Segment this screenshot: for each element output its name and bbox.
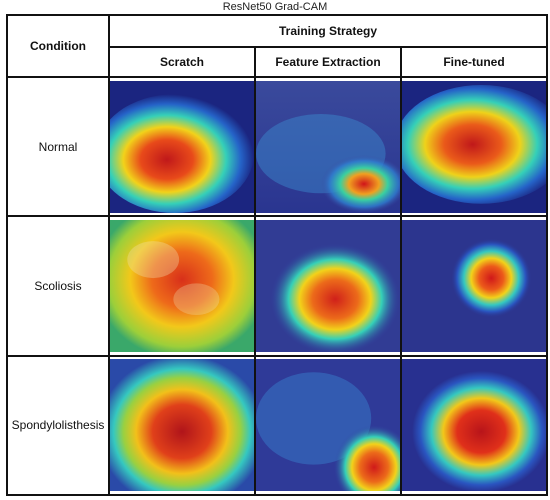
column-header-scratch: Scratch bbox=[108, 46, 256, 78]
row-label-scoliosis: Scoliosis bbox=[6, 215, 110, 357]
cam-cell bbox=[108, 75, 256, 218]
column-header-fine-tuned: Fine-tuned bbox=[400, 46, 548, 78]
gradcam-heatmap-normal-scratch bbox=[110, 80, 254, 213]
gradcam-heatmap-spondylolisthesis-fine-tuned bbox=[402, 359, 546, 492]
gradcam-heatmap-spondylolisthesis-scratch bbox=[110, 359, 254, 492]
figure-caption: ResNet50 Grad-CAM bbox=[222, 1, 328, 13]
cam-cell bbox=[108, 354, 256, 497]
row-label-normal: Normal bbox=[6, 75, 110, 218]
gradcam-heatmap-normal-feature-extraction bbox=[256, 80, 400, 213]
cam-cell bbox=[108, 215, 256, 357]
gradcam-heatmap-scoliosis-fine-tuned bbox=[402, 219, 546, 352]
training-strategy-header: Training Strategy bbox=[108, 14, 548, 48]
cam-cell bbox=[400, 75, 548, 218]
condition-header: Condition bbox=[6, 14, 110, 78]
cam-cell bbox=[254, 215, 402, 357]
gradcam-heatmap-spondylolisthesis-feature-extraction bbox=[256, 359, 400, 492]
cam-cell bbox=[400, 215, 548, 357]
cam-cell bbox=[254, 354, 402, 497]
gradcam-heatmap-scoliosis-scratch bbox=[110, 219, 254, 352]
gradcam-heatmap-scoliosis-feature-extraction bbox=[256, 219, 400, 352]
gradcam-heatmap-normal-fine-tuned bbox=[402, 80, 546, 213]
cam-cell bbox=[400, 354, 548, 497]
gradcam-table: Condition Training Strategy Scratch Feat… bbox=[6, 14, 548, 497]
row-label-spondylolisthesis: Spondylolisthesis bbox=[6, 354, 110, 497]
column-header-feature-extraction: Feature Extraction bbox=[254, 46, 402, 78]
cam-cell bbox=[254, 75, 402, 218]
